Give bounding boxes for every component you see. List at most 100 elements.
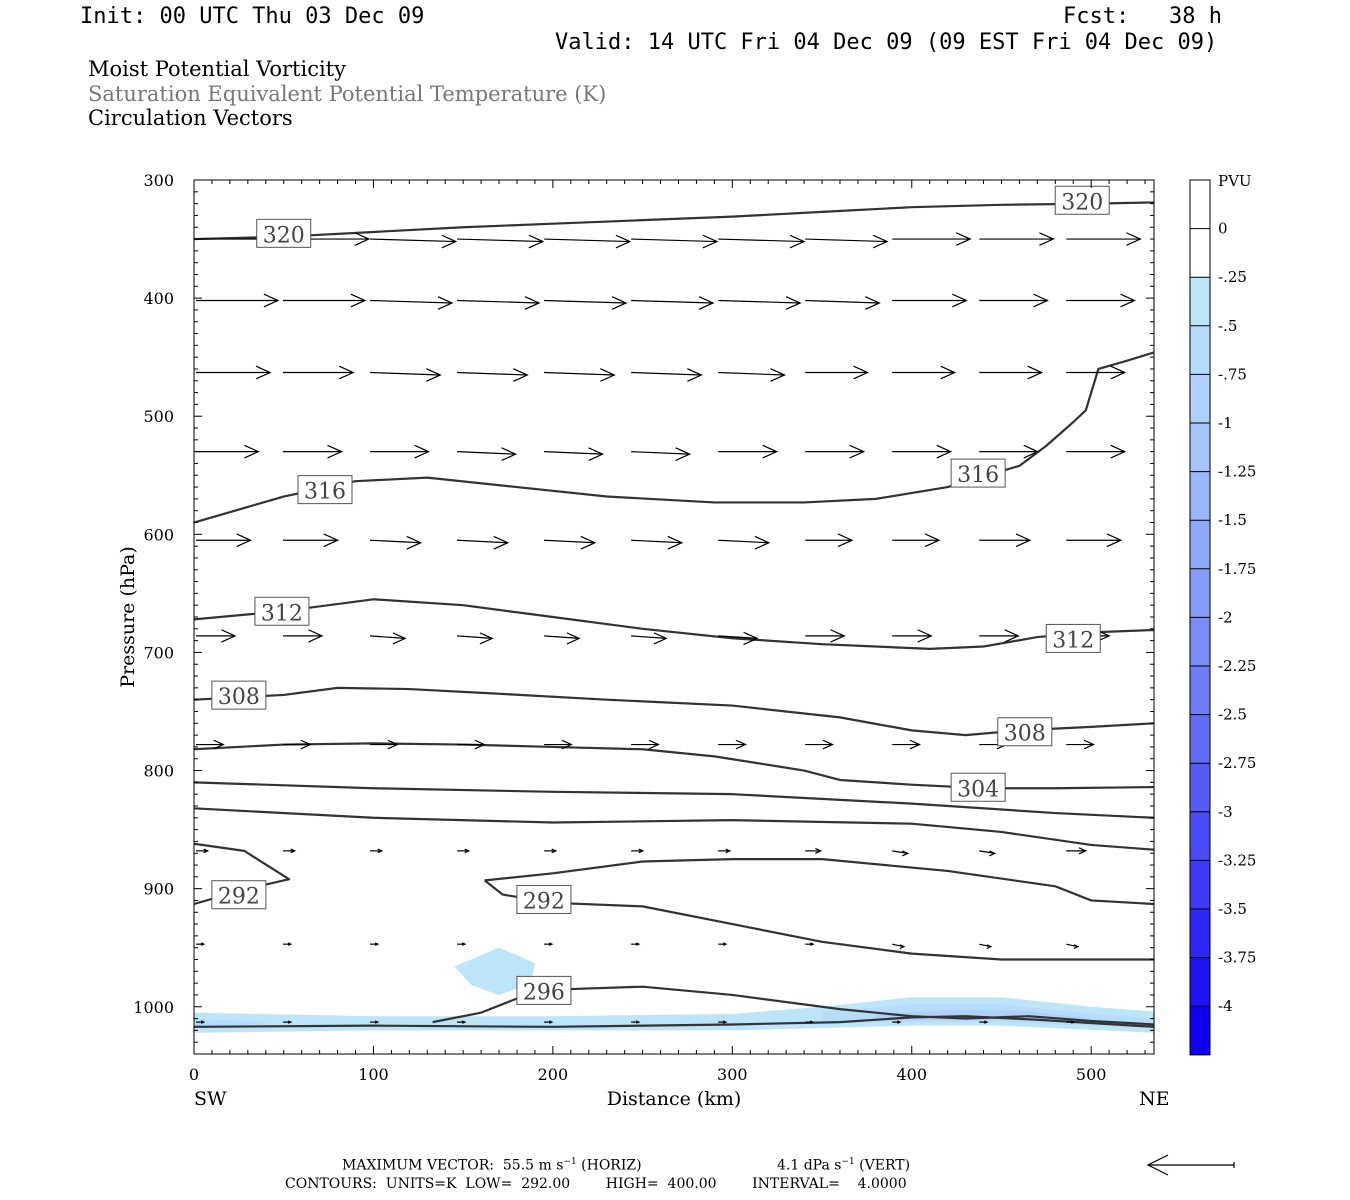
vector-head xyxy=(865,296,881,310)
vector-r7-c9 xyxy=(979,850,997,857)
vector-r5-c6 xyxy=(718,631,759,646)
vector-r1-c5 xyxy=(631,296,715,310)
ne-label: NE xyxy=(1139,1088,1170,1110)
vector-head xyxy=(1120,293,1136,308)
vector-head xyxy=(203,848,210,854)
vector-shaft xyxy=(718,238,804,243)
vector-head xyxy=(464,848,471,854)
footer-max-vector-vert: 4.1 dPa s−1 (VERT) xyxy=(777,1157,911,1174)
x-tick-label-400: 400 xyxy=(896,1065,927,1084)
colorbar-cell-3 xyxy=(1190,325,1210,375)
vector-shaft xyxy=(457,371,528,376)
vector-r1-c9 xyxy=(979,293,1049,308)
vector-head xyxy=(675,447,692,461)
vector-head xyxy=(615,234,632,249)
vector-r8-c7 xyxy=(805,942,815,946)
vector-head xyxy=(441,234,458,249)
x-tick-label-200: 200 xyxy=(538,1065,569,1084)
contour-label-box-312-1 xyxy=(1045,623,1101,653)
vector-head xyxy=(917,629,933,643)
colorbar-cell-16 xyxy=(1190,957,1210,1007)
x-tick-label-300: 300 xyxy=(717,1065,748,1084)
vector-shaft xyxy=(805,238,888,243)
vector-head xyxy=(300,739,312,750)
vector-head xyxy=(287,942,293,946)
footer-max-vector-horiz: MAXIMUM VECTOR: 55.5 m s−1 (HORIZ) xyxy=(342,1157,642,1174)
vector-r4-c5 xyxy=(631,535,684,550)
contour-label-320-0: 320 xyxy=(263,223,305,248)
vector-head xyxy=(735,739,747,750)
vector-head xyxy=(580,535,597,550)
vector-head xyxy=(461,942,467,946)
contour-unlabeled-11 xyxy=(193,1015,1155,1028)
colorbar-label-10: -2.5 xyxy=(1218,706,1247,724)
vector-r8-c0 xyxy=(196,942,206,946)
vector-r4-c10 xyxy=(1066,533,1123,548)
vector-head xyxy=(984,1020,989,1024)
contour-label-box-296-0 xyxy=(516,975,572,1005)
contour-label-box-292-0 xyxy=(211,880,267,910)
y-tick-label-600: 600 xyxy=(143,525,174,544)
colorbar-label-16: -4 xyxy=(1218,997,1233,1015)
vector-head xyxy=(1106,533,1123,548)
vector-r2-c7 xyxy=(805,365,870,380)
vector-r7-c0 xyxy=(196,848,210,854)
vector-r6-c2 xyxy=(370,739,399,750)
colorbar-cell-13 xyxy=(1190,811,1210,861)
contour-layer xyxy=(193,201,1155,1028)
contour-label-316-0: 316 xyxy=(304,480,346,505)
vector-head xyxy=(406,535,423,550)
vector-r4-c8 xyxy=(892,533,941,548)
colorbar-cell-4 xyxy=(1190,374,1210,424)
colorbar-label-5: -1.25 xyxy=(1218,463,1256,481)
vector-r4-c7 xyxy=(805,533,854,548)
colorbar-cell-0 xyxy=(1190,180,1210,230)
vector-head xyxy=(611,296,628,310)
vector-head xyxy=(474,739,486,750)
vector-head xyxy=(501,447,518,461)
vector-head xyxy=(1027,365,1044,380)
vector-head xyxy=(810,1020,815,1024)
init-time: Init: 00 UTC Thu 03 Dec 09 xyxy=(80,4,425,29)
vector-r9-c1 xyxy=(283,1020,293,1024)
vector-head xyxy=(789,234,806,249)
contour-unlabeled-5 xyxy=(193,781,1155,819)
vector-r8-c2 xyxy=(370,942,380,946)
vector-head xyxy=(909,739,921,750)
x-tick-label-100: 100 xyxy=(358,1065,389,1084)
vector-r8-c4 xyxy=(544,942,554,946)
vector-shaft xyxy=(457,539,508,544)
vector-r0-c3 xyxy=(457,234,545,249)
vector-head xyxy=(414,444,431,459)
colorbar-cell-8 xyxy=(1190,568,1210,618)
vector-head xyxy=(648,739,660,750)
vector-head xyxy=(899,944,906,950)
colorbar-label-7: -1.75 xyxy=(1218,560,1256,578)
y-tick-label-300: 300 xyxy=(143,171,174,190)
vector-head xyxy=(551,848,558,854)
vector-r6-c1 xyxy=(283,739,312,750)
vector-r9-c10 xyxy=(1066,1020,1076,1024)
colorbar-cell-12 xyxy=(1190,763,1210,813)
vector-head xyxy=(687,368,703,382)
vector-r2-c4 xyxy=(544,368,616,382)
vector-head xyxy=(989,850,997,857)
colorbar-cell-10 xyxy=(1190,666,1210,716)
vector-head xyxy=(374,942,380,946)
vector-r1-c0 xyxy=(196,293,280,308)
vector-shaft xyxy=(892,850,908,854)
title-vectors: Circulation Vectors xyxy=(88,106,293,130)
contour-label-320-1: 320 xyxy=(1061,190,1103,215)
pv-area-1 xyxy=(454,947,535,995)
vector-head xyxy=(635,942,641,946)
vector-head xyxy=(1126,232,1142,246)
vector-r7-c2 xyxy=(370,848,384,854)
vector-head xyxy=(1071,1020,1076,1024)
colorbar-cell-15 xyxy=(1190,909,1210,959)
vector-r7-c10 xyxy=(1066,847,1088,855)
vector-head xyxy=(374,1020,380,1024)
colorbar-cell-1 xyxy=(1190,228,1210,278)
axis-layer: 300 400 500 600 700 800 900 1000 0 100 200 300 400 50… xyxy=(133,171,1154,1084)
vector-r0-c8 xyxy=(892,232,972,246)
vector-r8-c10 xyxy=(1066,943,1080,950)
